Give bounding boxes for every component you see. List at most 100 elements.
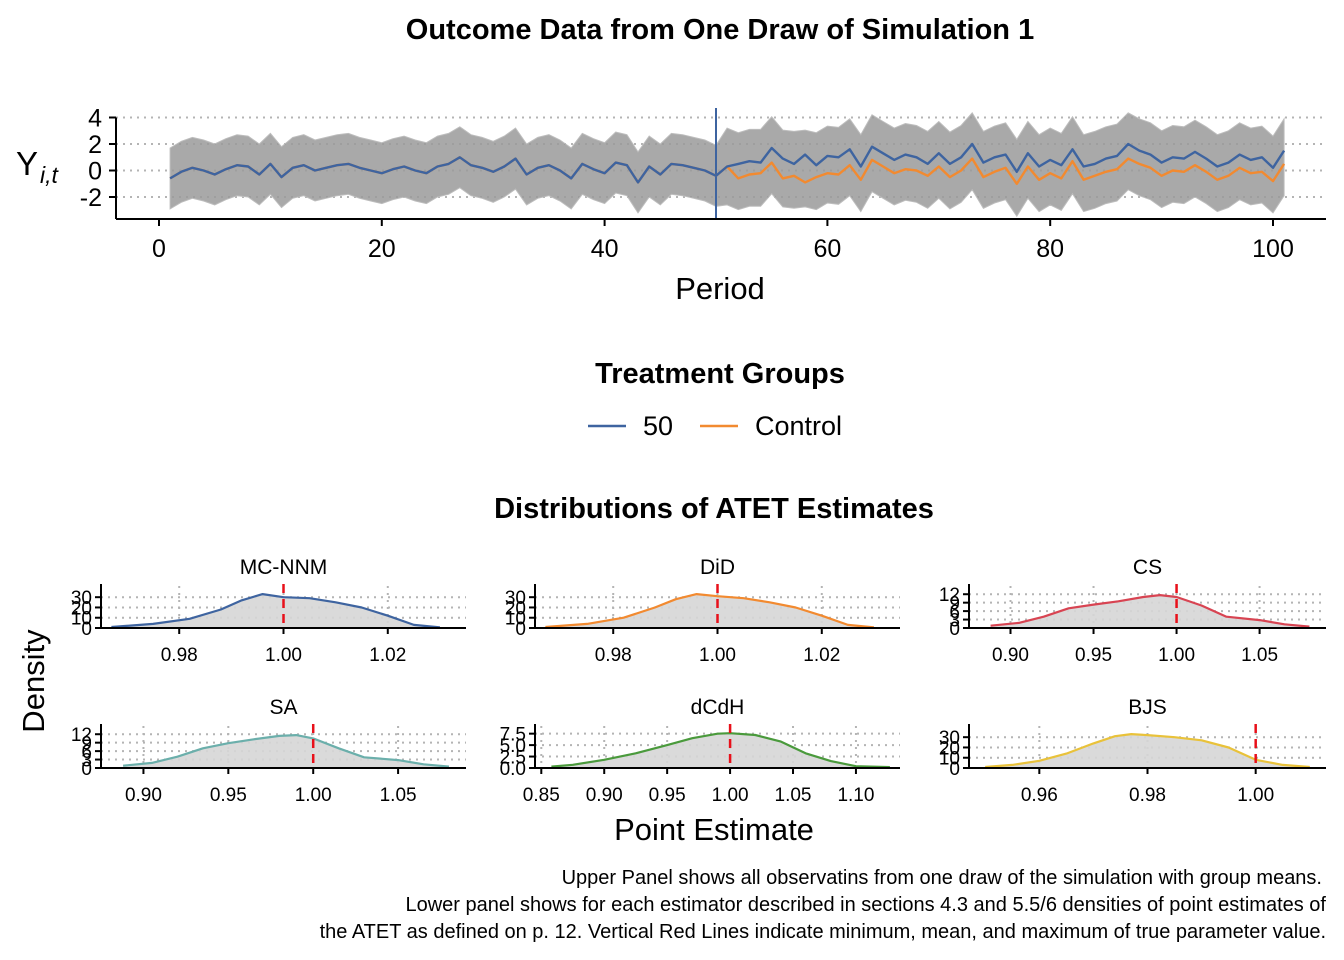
facet-x-tick-label: 1.05 <box>775 785 812 806</box>
facet-y-tick-label: 3 <box>81 751 92 772</box>
noise-band <box>169 112 1285 218</box>
top-y-axis-label: Yi,t <box>16 145 60 188</box>
facet-x-tick-label: 1.10 <box>837 785 874 806</box>
facet-x-tick-label: 1.00 <box>295 785 332 806</box>
facet-y-tick-label: 12 <box>939 585 960 606</box>
facet-x-tick-label: 0.85 <box>523 785 560 806</box>
bottom-y-axis-label: Density <box>16 629 51 733</box>
facet-strip-label: DiD <box>700 556 735 579</box>
facet-strip-label: BJS <box>1128 696 1167 719</box>
facet-y-tick-label: 7.5 <box>500 725 526 746</box>
density-line <box>122 734 450 768</box>
facet-x-tick-label: 0.90 <box>992 645 1029 666</box>
density-line <box>551 732 890 769</box>
facet-x-tick-label: 1.00 <box>1158 645 1195 666</box>
facet-y-tick-label: 6 <box>81 742 92 763</box>
facet-strip-label: MC-NNM <box>240 556 327 579</box>
facet-strip-label: CS <box>1133 556 1162 579</box>
top-y-tick-label: 2 <box>88 131 102 159</box>
facet-y-tick-label: 10 <box>505 609 526 630</box>
legend-label-treated: 50 <box>643 411 673 441</box>
top-x-tick-label: 20 <box>368 235 396 263</box>
bottom-x-axis-label: Point Estimate <box>614 812 814 847</box>
top-y-tick-label: 0 <box>88 158 102 186</box>
top-x-tick-label: 40 <box>591 235 619 263</box>
facet-y-tick-label: 30 <box>71 588 92 609</box>
density-line <box>111 593 441 629</box>
facet-strip-label: dCdH <box>691 696 745 719</box>
facet-y-tick-label: 20 <box>71 598 92 619</box>
top-x-tick-label: 0 <box>152 235 166 263</box>
caption-line-3: the ATET as defined on p. 12. Vertical R… <box>320 921 1326 943</box>
density-area <box>551 733 890 768</box>
facet-x-tick-label: 1.00 <box>265 645 302 666</box>
facet-x-tick-label: 0.95 <box>210 785 247 806</box>
top-y-tick-label: -2 <box>80 184 102 212</box>
facet-y-tick-label: 20 <box>939 738 960 759</box>
facet-x-tick-label: 1.02 <box>803 645 840 666</box>
facet-y-tick-label: 30 <box>505 588 526 609</box>
bottom-chart-title: Distributions of ATET Estimates <box>494 493 934 525</box>
facet-x-tick-label: 1.02 <box>369 645 406 666</box>
facet-y-tick-label: 10 <box>71 609 92 630</box>
caption-line-2: Lower panel shows for each estimator des… <box>405 894 1326 916</box>
legend-item-control: Control <box>700 411 842 441</box>
series-line-treated <box>169 142 1286 184</box>
legend-title: Treatment Groups <box>595 358 845 390</box>
caption-line-1: Upper Panel shows all observatins from o… <box>562 867 1322 889</box>
density-area <box>985 734 1310 768</box>
facet-x-tick-label: 0.96 <box>1021 785 1058 806</box>
legend-item-treated: 50 <box>588 411 673 441</box>
facet-x-tick-label: 1.00 <box>699 645 736 666</box>
facet-y-tick-label: 12 <box>71 725 92 746</box>
facet-y-tick-label: 0 <box>949 619 960 640</box>
facet-y-tick-label: 0 <box>81 619 92 640</box>
facet-y-tick-label: 2.5 <box>500 748 526 769</box>
density-line <box>990 594 1310 628</box>
facet-y-tick-label: 9 <box>81 734 92 755</box>
facet-y-tick-label: 0 <box>949 759 960 780</box>
facet-x-tick-label: 0.98 <box>595 645 632 666</box>
facet-y-tick-label: 5.0 <box>500 736 526 757</box>
top-x-tick-label: 100 <box>1252 235 1294 263</box>
facet-strip-label: SA <box>269 696 297 719</box>
top-series-lines <box>169 142 1286 185</box>
facet-x-tick-label: 0.90 <box>125 785 162 806</box>
facet-y-tick-label: 9 <box>949 594 960 615</box>
top-x-tick-label: 80 <box>1036 235 1064 263</box>
facet-x-tick-label: 1.00 <box>712 785 749 806</box>
facet-y-tick-label: 0 <box>81 759 92 780</box>
top-y-tick-label: 4 <box>88 105 102 133</box>
facet-x-tick-label: 1.05 <box>380 785 417 806</box>
facet-y-tick-label: 20 <box>505 598 526 619</box>
top-x-axis-label: Period <box>675 271 765 306</box>
density-area <box>111 594 440 628</box>
top-chart-title: Outcome Data from One Draw of Simulation… <box>406 14 1034 46</box>
density-area <box>990 595 1310 628</box>
facet-y-tick-label: 10 <box>939 749 960 770</box>
facet-x-tick-label: 0.95 <box>1075 645 1112 666</box>
facet-dcdh: dCdH 0.02.55.07.5 0.85 0.90 0.95 1.00 1.05 1.10 <box>500 696 900 806</box>
facet-x-tick-label: 0.98 <box>1129 785 1166 806</box>
facet-x-tick-label: 1.00 <box>1237 785 1274 806</box>
facet-y-tick-label: 3 <box>949 611 960 632</box>
facet-y-tick-label: 0.0 <box>500 759 526 780</box>
facet-y-tick-label: 0 <box>515 619 526 640</box>
top-unit-noise-band <box>169 112 1285 218</box>
density-area <box>545 594 874 628</box>
density-line <box>545 593 875 629</box>
facet-y-tick-label: 6 <box>949 602 960 623</box>
facet-x-tick-label: 0.95 <box>649 785 686 806</box>
legend-label-control: Control <box>755 411 842 441</box>
facet-x-tick-label: 0.90 <box>586 785 623 806</box>
top-x-tick-label: 60 <box>813 235 841 263</box>
facet-y-tick-label: 30 <box>939 728 960 749</box>
